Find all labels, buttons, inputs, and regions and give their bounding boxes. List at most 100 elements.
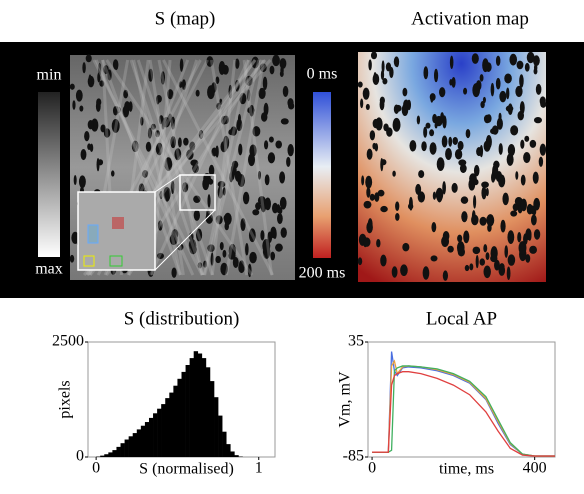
speckle [283,86,289,97]
speckle [504,245,508,258]
speckle [367,149,373,160]
speckle [479,258,485,265]
speckle [252,209,259,215]
histogram-bar [137,429,141,457]
speckle [525,63,530,72]
speckle [436,188,443,202]
speckle [521,199,527,212]
speckle [504,73,512,83]
speckle [280,71,284,77]
speckle [520,140,524,149]
speckle [472,83,480,97]
speckle [431,222,436,232]
speckle [439,87,445,97]
speckle [279,171,285,183]
speckle [409,140,416,151]
speckle [368,59,371,70]
speckle [430,142,437,155]
speckle [277,204,281,213]
speckle [487,224,491,232]
ap-trace [372,372,555,456]
speckle [281,227,287,238]
speckle [394,104,399,113]
histogram-bar [234,455,238,457]
speckle [481,181,489,187]
speckle [486,114,491,122]
speckle [437,157,445,171]
speckle [287,98,293,107]
speckle [534,229,540,240]
speckle [499,91,506,102]
speckle [458,159,466,166]
speckle [510,211,517,217]
speckle [443,270,448,280]
speckle [483,266,490,279]
speckle [371,51,377,59]
speckle [370,194,375,201]
histogram-bar [206,367,210,457]
speckle [517,232,521,242]
speckle [515,171,518,180]
x-axis-label: time, ms [439,461,494,478]
speckle [490,128,497,134]
speckle [447,246,453,253]
speckle [421,141,426,151]
speckle [430,95,433,103]
speckle [499,143,503,155]
speckle [82,62,85,73]
speckle [171,268,176,278]
histogram-bar [230,451,234,457]
speckle [515,86,522,97]
histogram-bar [165,398,169,457]
speckle [527,52,535,63]
speckle [486,135,492,149]
speckle [196,90,200,97]
speckle [380,255,386,267]
speckle [233,257,239,268]
histogram-bar [202,358,206,457]
speckle [261,112,267,121]
speckle [115,60,119,70]
speckle [465,265,470,271]
speckle [450,56,454,69]
speckle [429,129,434,136]
speckle [178,137,182,147]
speckle [423,266,430,279]
speckle [368,218,373,230]
speckle [483,244,487,252]
histogram-bar [173,386,177,457]
speckle [449,79,452,86]
speckle [432,114,437,123]
speckle [536,84,542,95]
speckle [264,140,268,149]
speckle [219,61,226,75]
speckle [494,260,500,271]
speckle [361,175,364,185]
histogram-bar [133,433,137,457]
speckle [268,152,275,163]
speckle [375,143,378,151]
speckle [417,115,420,124]
speckle [76,90,83,102]
speckle [519,74,524,87]
speckle [364,201,372,209]
speckle [378,190,385,197]
speckle [70,84,75,90]
speckle [98,159,104,165]
speckle [382,78,387,84]
speckle [220,242,224,250]
colorbar-label: max [35,261,63,278]
speckle [473,179,478,185]
speckle [418,170,424,178]
speckle [507,153,514,166]
speckle [280,197,287,210]
colorbar-label: min [37,67,62,84]
speckle [183,138,188,146]
speckle [506,87,509,99]
speckle [395,57,399,67]
speckle [498,175,505,188]
histogram-bar [104,454,108,457]
speckle [376,239,380,247]
x-axis-label: S (normalised) [139,461,234,478]
speckle [275,243,283,251]
